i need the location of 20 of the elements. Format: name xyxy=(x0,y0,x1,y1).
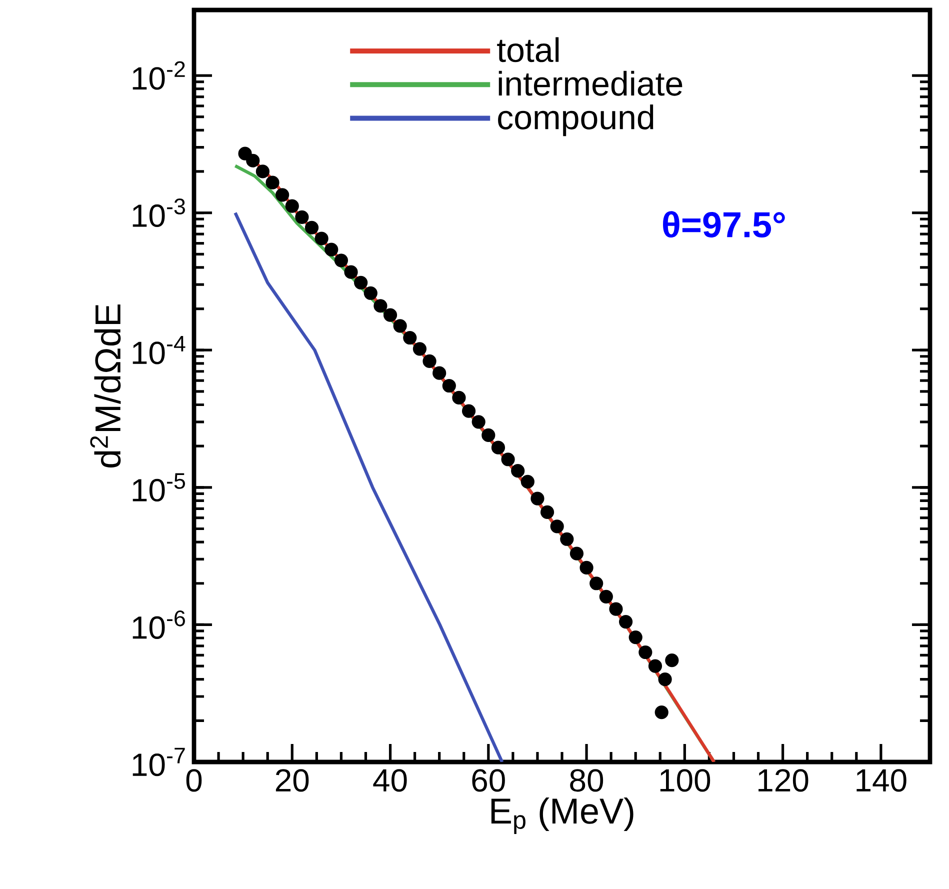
annotation: θ=97.5° xyxy=(663,211,785,238)
x-tick-label: 60 xyxy=(472,769,505,792)
y-tick-label: 10$^{-6}$ xyxy=(132,610,185,639)
x-tick-label: 100 xyxy=(660,769,710,792)
x-tick-label: 40 xyxy=(373,769,407,792)
y-tick-label: 10$^{-5}$ xyxy=(132,473,185,502)
y-tick-label: 10$^{-7}$ xyxy=(132,748,185,776)
x-axis-title: E$_{p}$ (MeV) xyxy=(491,797,634,834)
legend-label: intermediate xyxy=(498,70,682,96)
y-tick-label: 10$^{-2}$ xyxy=(132,61,185,90)
legend-label: total xyxy=(497,37,559,62)
x-tick-label: 80 xyxy=(570,769,604,792)
y-axis-title: d$^{2}$M/dΩdE xyxy=(90,304,121,468)
y-tick-label: 10$^{-4}$ xyxy=(132,336,186,364)
y-tick-label: 10$^{-3}$ xyxy=(132,198,185,228)
x-tick-label: 140 xyxy=(856,769,906,792)
legend-label: compound xyxy=(498,104,654,136)
x-tick-label: 0 xyxy=(186,769,202,792)
x-tick-label: 120 xyxy=(758,769,808,792)
x-tick-label: 20 xyxy=(276,769,309,792)
